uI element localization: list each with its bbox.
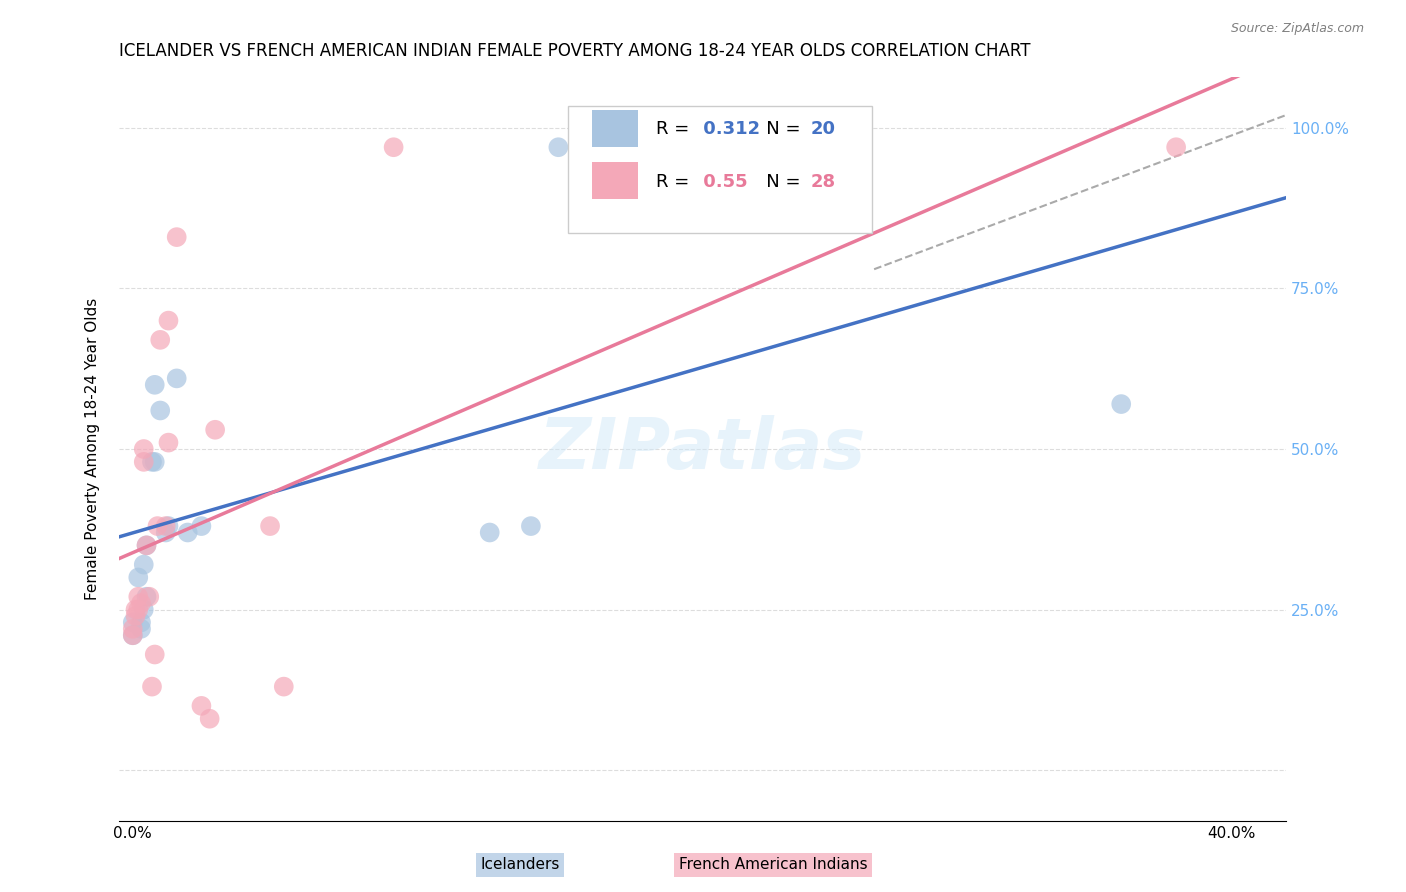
Point xyxy=(143,377,166,392)
Point xyxy=(155,519,177,533)
Text: 0.312: 0.312 xyxy=(696,120,759,137)
Point xyxy=(547,140,569,154)
Point xyxy=(132,602,155,616)
Point xyxy=(141,680,163,694)
Point xyxy=(129,622,152,636)
Text: N =: N = xyxy=(749,173,807,192)
FancyBboxPatch shape xyxy=(568,106,872,233)
Text: Icelanders: Icelanders xyxy=(481,857,560,872)
Point xyxy=(1166,140,1188,154)
Text: Source: ZipAtlas.com: Source: ZipAtlas.com xyxy=(1230,22,1364,36)
Point xyxy=(190,519,212,533)
Point xyxy=(273,680,295,694)
Point xyxy=(121,628,143,642)
Point xyxy=(135,590,157,604)
Point xyxy=(138,590,160,604)
Text: ICELANDER VS FRENCH AMERICAN INDIAN FEMALE POVERTY AMONG 18-24 YEAR OLDS CORRELA: ICELANDER VS FRENCH AMERICAN INDIAN FEMA… xyxy=(120,42,1031,60)
Text: 20: 20 xyxy=(811,120,837,137)
FancyBboxPatch shape xyxy=(592,162,638,200)
Text: R =: R = xyxy=(655,173,695,192)
Point xyxy=(149,403,172,417)
Point xyxy=(157,435,180,450)
Point xyxy=(478,525,501,540)
Point xyxy=(124,609,146,624)
Point xyxy=(176,525,198,540)
Point xyxy=(129,596,152,610)
Point xyxy=(198,712,221,726)
Point xyxy=(1109,397,1132,411)
Point xyxy=(259,519,281,533)
Point xyxy=(132,455,155,469)
Y-axis label: Female Poverty Among 18-24 Year Olds: Female Poverty Among 18-24 Year Olds xyxy=(86,298,100,600)
Point xyxy=(155,525,177,540)
Point xyxy=(149,333,172,347)
Point xyxy=(157,313,180,327)
Point xyxy=(135,538,157,552)
Point xyxy=(146,519,169,533)
Point xyxy=(121,628,143,642)
Point xyxy=(127,570,149,584)
Point xyxy=(124,602,146,616)
Point xyxy=(382,140,405,154)
Point xyxy=(143,455,166,469)
Point xyxy=(166,371,188,385)
Point xyxy=(132,558,155,572)
FancyBboxPatch shape xyxy=(592,110,638,147)
Point xyxy=(157,519,180,533)
Text: 28: 28 xyxy=(811,173,837,192)
Point xyxy=(121,615,143,630)
Point xyxy=(588,140,610,154)
Text: R =: R = xyxy=(655,120,695,137)
Point xyxy=(204,423,226,437)
Point xyxy=(143,648,166,662)
Point xyxy=(141,455,163,469)
Point xyxy=(127,590,149,604)
Point xyxy=(121,622,143,636)
Text: French American Indians: French American Indians xyxy=(679,857,868,872)
Point xyxy=(520,519,543,533)
Point xyxy=(132,442,155,456)
Point xyxy=(166,230,188,244)
Point xyxy=(129,615,152,630)
Text: ZIPatlas: ZIPatlas xyxy=(538,415,866,483)
Point xyxy=(135,538,157,552)
Point xyxy=(190,698,212,713)
Point xyxy=(127,602,149,616)
Text: N =: N = xyxy=(749,120,807,137)
Text: 0.55: 0.55 xyxy=(696,173,748,192)
